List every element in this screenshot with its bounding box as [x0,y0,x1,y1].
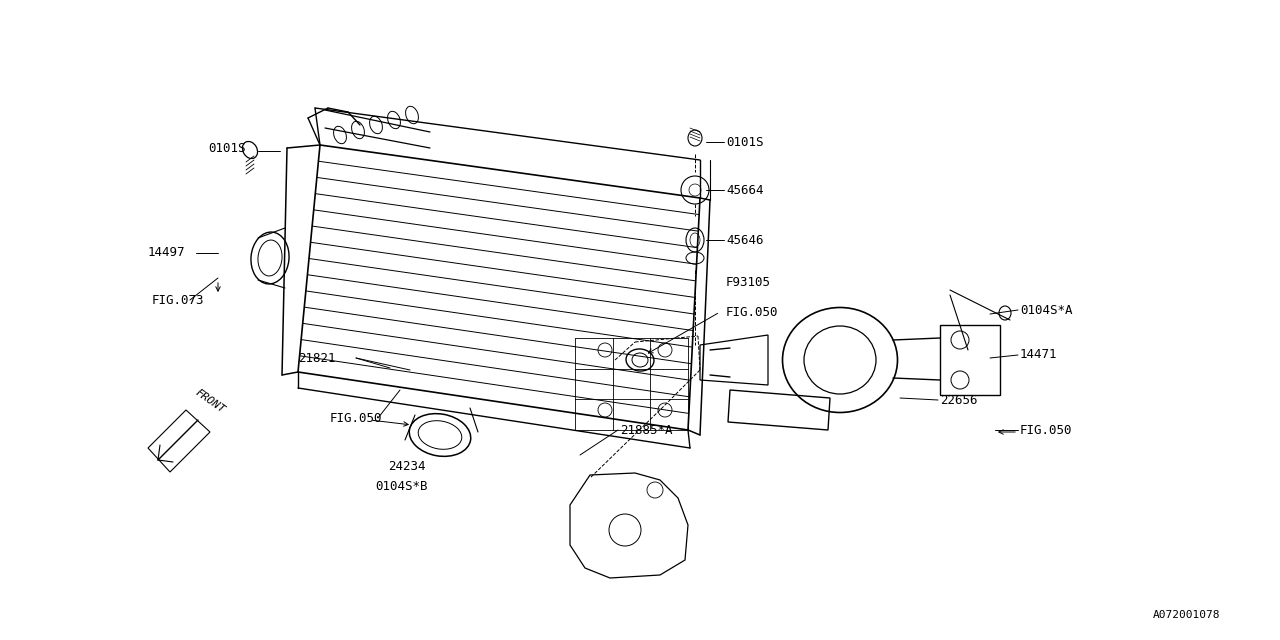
Text: 21821: 21821 [298,351,335,365]
Text: 22656: 22656 [940,394,978,406]
Text: FIG.050: FIG.050 [1020,424,1073,436]
Text: FRONT: FRONT [193,387,227,415]
Text: 21885*A: 21885*A [620,424,672,436]
Text: 0104S*B: 0104S*B [375,479,428,493]
Text: FIG.073: FIG.073 [152,294,205,307]
Text: 45646: 45646 [726,234,763,246]
Text: 14471: 14471 [1020,349,1057,362]
Text: FIG.050: FIG.050 [726,305,778,319]
Text: 0104S*A: 0104S*A [1020,303,1073,317]
Text: 45664: 45664 [726,184,763,196]
Text: F93105: F93105 [726,276,771,289]
Text: 0101S: 0101S [726,136,763,148]
Text: FIG.050: FIG.050 [330,412,383,424]
Text: 24234: 24234 [388,461,425,474]
Text: A072001078: A072001078 [1152,610,1220,620]
Text: 0101S: 0101S [207,141,246,154]
Text: 14497: 14497 [148,246,186,259]
